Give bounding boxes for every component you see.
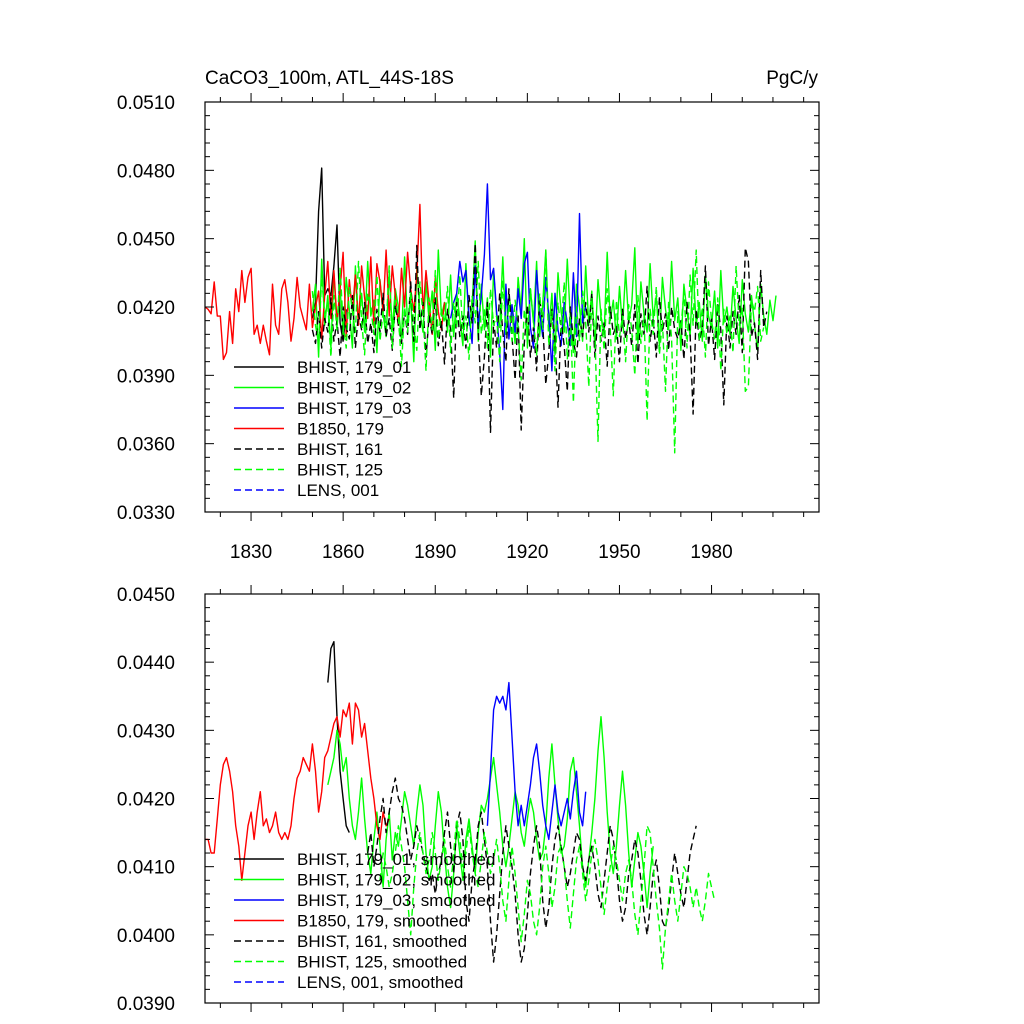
y-tick-label: 0.0390 xyxy=(117,994,175,1015)
series-line-bottom-0 xyxy=(327,641,350,833)
x-tick-label: 1950 xyxy=(598,542,640,563)
legend-label: BHIST, 179_01, smoothed xyxy=(297,850,495,869)
x-tick-label: 1980 xyxy=(690,542,732,563)
y-tick-label: 0.0420 xyxy=(117,298,175,319)
bottom-panel: 0.0390 0.0400 0.0410 0.0420 0.0430 0.0440 0.04… xyxy=(117,585,820,1015)
legend-label: B1850, 179 xyxy=(297,420,384,439)
y-tick-label: 0.0360 xyxy=(117,435,175,456)
y-tick-label: 0.0330 xyxy=(117,503,175,524)
x-tick-label: 1860 xyxy=(322,542,364,563)
top-panel: CaCO3_100m, ATL_44S-18S PgC/y 0.03300.03… xyxy=(117,68,820,563)
legend-label: BHIST, 161 xyxy=(297,440,383,459)
series-line-bottom-2 xyxy=(486,681,587,841)
bottom-legend: BHIST, 179_01, smoothed BHIST, 179_02, sm… xyxy=(234,850,495,992)
x-tick-label: 1890 xyxy=(414,542,456,563)
legend-label: BHIST, 179_02 xyxy=(297,379,411,398)
bottom-series-layer xyxy=(205,641,716,970)
series-line-top-3 xyxy=(204,203,446,361)
y-tick-label: 0.0450 xyxy=(117,585,175,606)
series-line-bottom-3 xyxy=(205,702,390,881)
legend-label: B1850, 179, smoothed xyxy=(297,912,468,931)
y-tick-label: 0.0450 xyxy=(117,230,175,251)
y-tick-label: 0.0420 xyxy=(117,790,175,811)
y-tick-label: 0.0440 xyxy=(117,653,175,674)
y-tick-label: 0.0390 xyxy=(117,366,175,387)
legend-label: LENS, 001, smoothed xyxy=(297,973,463,992)
legend-label: BHIST, 125 xyxy=(297,461,383,480)
top-axes: 0.0330 0.0360 0.0390 0.0420 0.0450 0.0480 0.05… xyxy=(117,93,820,563)
y-tick-label: 0.0400 xyxy=(117,926,175,947)
y-tick-label: 0.0430 xyxy=(117,721,175,742)
top-chart-title: CaCO3_100m, ATL_44S-18S xyxy=(205,68,454,89)
series-line-top-2 xyxy=(449,183,587,411)
bottom-axes: 0.0390 0.0400 0.0410 0.0420 0.0430 0.0440 0.04… xyxy=(117,585,820,1015)
y-tick-label: 0.0510 xyxy=(117,93,175,114)
legend-label: BHIST, 161, smoothed xyxy=(297,932,467,951)
legend-label: BHIST, 125, smoothed xyxy=(297,953,467,972)
legend-label: BHIST, 179_03 xyxy=(297,399,411,418)
top-series-layer xyxy=(204,167,777,454)
legend-label: LENS, 001 xyxy=(297,481,379,500)
y-tick-label: 0.0480 xyxy=(117,161,175,182)
series-line-bottom-5 xyxy=(379,818,716,970)
top-chart-units: PgC/y xyxy=(766,68,818,89)
x-tick-label: 1830 xyxy=(230,542,272,563)
legend-label: BHIST, 179_02, smoothed xyxy=(297,871,495,890)
series-line-top-4 xyxy=(311,242,768,433)
x-tick-label: 1920 xyxy=(506,542,548,563)
y-tick-label: 0.0410 xyxy=(117,858,175,879)
legend-label: BHIST, 179_01 xyxy=(297,358,411,377)
legend-label: BHIST, 179_03, smoothed xyxy=(297,891,495,910)
